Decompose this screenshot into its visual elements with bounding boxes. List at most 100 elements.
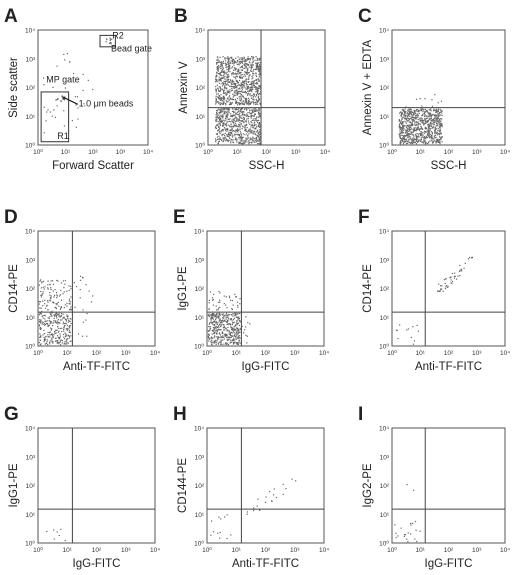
event-point <box>220 337 222 339</box>
event-point <box>399 111 402 113</box>
x-tick-label: 10¹ <box>63 547 73 554</box>
event-point <box>51 115 53 117</box>
event-point <box>424 139 426 141</box>
event-point <box>216 112 218 114</box>
event-point <box>217 342 219 344</box>
x-tick-label: 10⁴ <box>500 350 510 357</box>
event-point <box>49 343 51 345</box>
y-tick-label: 10¹ <box>380 315 390 322</box>
event-point <box>436 117 438 120</box>
event-point <box>258 114 260 116</box>
event-point <box>440 138 442 140</box>
event-point <box>433 135 436 137</box>
event-point <box>240 71 242 74</box>
event-point <box>282 493 284 495</box>
event-point <box>257 119 259 122</box>
event-point <box>238 119 240 121</box>
event-point <box>208 333 210 335</box>
event-point <box>408 128 410 130</box>
event-point <box>58 305 60 307</box>
event-point <box>245 129 247 131</box>
event-point <box>41 293 43 295</box>
event-point <box>219 133 221 135</box>
event-point <box>219 74 222 76</box>
event-point <box>439 136 441 139</box>
event-point <box>257 129 259 131</box>
event-point <box>233 331 235 334</box>
event-point <box>238 107 240 109</box>
event-point <box>55 337 57 339</box>
event-point <box>222 103 224 106</box>
event-point <box>241 91 243 93</box>
event-point <box>433 126 435 128</box>
event-point <box>210 314 212 316</box>
event-point <box>237 328 239 330</box>
event-point <box>271 500 273 502</box>
event-point <box>236 327 238 329</box>
plot-frame <box>391 427 506 544</box>
event-point <box>415 138 417 140</box>
event-point <box>239 141 241 144</box>
event-point <box>247 135 249 137</box>
event-point <box>421 134 423 136</box>
event-point <box>232 130 234 132</box>
event-point <box>245 92 247 94</box>
event-point <box>251 95 253 97</box>
event-point <box>222 111 224 113</box>
event-point <box>251 122 253 124</box>
event-point <box>229 118 231 120</box>
event-point <box>77 107 79 109</box>
event-point <box>224 335 226 338</box>
event-point <box>70 288 72 290</box>
event-point <box>436 111 438 113</box>
event-point <box>255 68 257 70</box>
event-point <box>248 115 250 118</box>
event-point <box>234 325 236 327</box>
event-point <box>233 342 235 344</box>
event-point <box>248 81 250 83</box>
event-point <box>226 109 228 111</box>
panel-i: I10⁰10⁰10¹10¹10²10²10³10³10⁴10⁴IgG-FITCI… <box>358 404 510 570</box>
event-point <box>213 324 216 326</box>
event-point <box>65 334 67 336</box>
event-point <box>220 78 222 80</box>
event-point <box>416 137 418 140</box>
event-point <box>50 287 52 289</box>
event-point <box>236 97 239 100</box>
event-point <box>223 334 225 336</box>
event-point <box>226 111 228 113</box>
y-tick-label: 10³ <box>195 257 205 264</box>
event-point <box>246 115 248 117</box>
event-point <box>73 282 75 284</box>
event-point <box>218 80 220 82</box>
event-point <box>233 125 235 127</box>
event-point <box>220 111 222 114</box>
event-point <box>237 129 240 132</box>
event-point <box>415 114 417 117</box>
event-point <box>240 61 242 63</box>
event-point <box>223 329 225 331</box>
event-point <box>431 133 433 135</box>
event-point <box>217 138 219 141</box>
event-point <box>236 329 238 331</box>
event-point <box>252 101 254 103</box>
event-point <box>408 118 410 120</box>
event-point <box>243 108 246 111</box>
event-point <box>223 107 226 109</box>
event-point <box>59 319 62 321</box>
event-point <box>225 92 227 94</box>
event-point <box>407 117 409 119</box>
event-point <box>217 129 219 131</box>
event-point <box>257 132 260 134</box>
event-point <box>259 64 261 66</box>
event-point <box>226 323 228 326</box>
event-point <box>232 329 234 331</box>
event-point <box>53 314 55 316</box>
event-point <box>234 73 236 75</box>
event-point <box>64 304 67 306</box>
event-point <box>220 70 223 72</box>
event-point <box>256 109 258 111</box>
event-point <box>226 88 228 90</box>
event-point <box>421 132 424 134</box>
event-point <box>221 83 223 85</box>
